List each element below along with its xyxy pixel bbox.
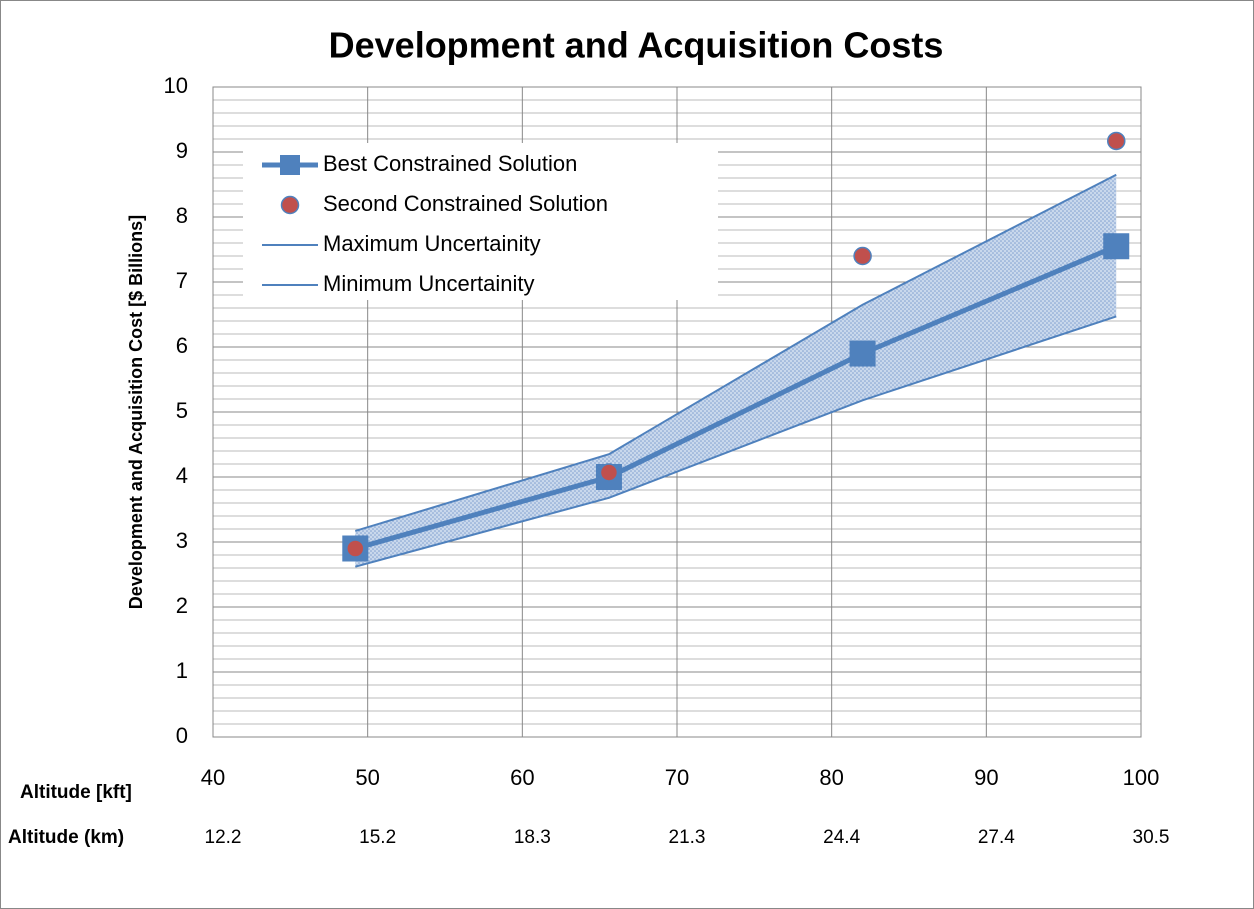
x-tick-label: 60 [510,765,534,790]
x2-tick-label: 15.2 [359,827,396,848]
legend-item: Second Constrained Solution [280,191,608,216]
x-tick-label: 100 [1123,765,1160,790]
x2-tick-label: 18.3 [514,827,551,848]
y-tick-label: 8 [176,203,188,228]
x-tick-label: 90 [974,765,998,790]
y-tick-label: 2 [176,593,188,618]
circle-marker [853,246,872,266]
chart-title: Development and Acquisition Costs [329,25,944,66]
y-tick-label: 4 [176,463,188,488]
y-tick-label: 10 [164,73,188,98]
legend-item: Maximum Uncertainity [262,231,541,256]
legend-label: Second Constrained Solution [323,191,608,216]
legend-marker [280,195,300,215]
y-tick-label: 7 [176,268,188,293]
y-tick-label: 1 [176,658,188,683]
legend-label: Best Constrained Solution [323,151,577,176]
legend-marker [280,155,300,175]
square-marker [849,340,876,367]
x2-tick-label: 30.5 [1133,827,1170,848]
series-line [354,243,1118,551]
x2-tick-label: 12.2 [205,827,242,848]
y-axis-label: Development and Acquisition Cost [$ Bill… [126,215,146,609]
circle-marker [1107,131,1126,151]
y-tick-label: 3 [176,528,188,553]
series-line [355,173,1117,532]
x-tick-label: 50 [355,765,379,790]
y-tick-label: 9 [176,138,188,163]
legend-label: Minimum Uncertainity [323,271,535,296]
series-line [355,315,1117,568]
y-tick-label: 0 [176,723,188,748]
legend-item: Best Constrained Solution [262,151,577,176]
x2-tick-label: 21.3 [669,827,706,848]
legend-box [243,143,718,300]
y-tick-label: 6 [176,333,188,358]
x-tick-label: 80 [819,765,843,790]
circle-marker [599,463,619,482]
x-tick-label: 40 [201,765,225,790]
y-tick-label: 5 [176,398,188,423]
x2-axis-label: Altitude (km) [8,827,124,848]
x-axis-label: Altitude [kft] [20,782,132,803]
legend-item: Minimum Uncertainity [262,271,535,296]
x2-tick-label: 24.4 [823,827,860,848]
x2-tick-label: 27.4 [978,827,1015,848]
circle-marker [346,539,365,558]
legend-label: Maximum Uncertainity [323,231,541,256]
x-tick-label: 70 [665,765,689,790]
square-marker [1103,233,1130,260]
